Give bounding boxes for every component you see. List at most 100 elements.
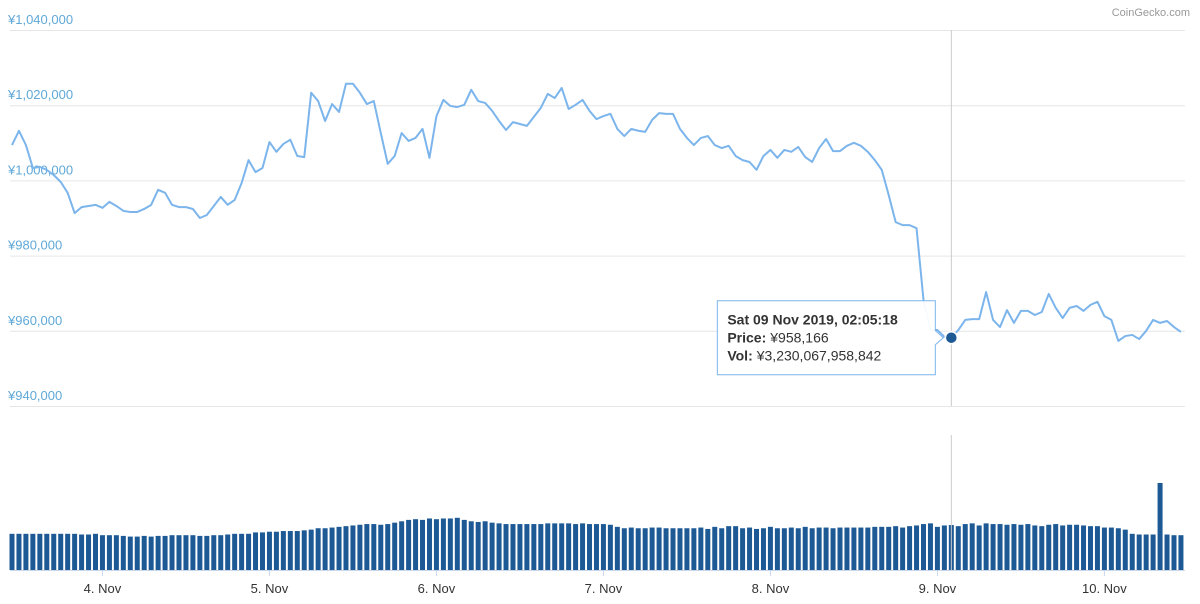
volume-bar <box>232 533 238 570</box>
volume-bar <box>1136 534 1142 570</box>
volume-bar <box>461 519 467 570</box>
volume-bar <box>120 535 126 570</box>
volume-bar <box>642 528 648 570</box>
volume-bar <box>1004 524 1010 570</box>
volume-bar <box>635 528 641 570</box>
volume-bar <box>886 526 892 570</box>
volume-bar <box>155 535 161 570</box>
volume-bar <box>900 527 906 570</box>
volume-bar <box>65 533 71 570</box>
volume-bar <box>733 526 739 570</box>
y-tick-label: ¥1,000,000 <box>7 162 73 177</box>
volume-bar <box>754 528 760 570</box>
volume-bar <box>587 524 593 570</box>
volume-bar <box>287 531 293 570</box>
volume-bar <box>969 523 975 570</box>
volume-bar <box>844 527 850 570</box>
x-tick-label: 9. Nov <box>919 581 957 596</box>
volume-bar <box>851 527 857 570</box>
volume-bar <box>600 524 606 570</box>
volume-bar <box>920 524 926 570</box>
volume-bar <box>162 535 168 570</box>
volume-bar <box>781 528 787 570</box>
volume-bar <box>997 524 1003 570</box>
volume-bar <box>1046 524 1052 570</box>
volume-bar <box>809 528 815 570</box>
volume-bar <box>225 534 231 570</box>
volume-bar <box>273 531 279 570</box>
x-tick-label: 5. Nov <box>251 581 289 596</box>
volume-bar <box>893 526 899 570</box>
volume-bar <box>357 524 363 570</box>
hover-point <box>944 330 959 345</box>
volume-bar <box>524 524 530 570</box>
volume-bar <box>760 528 766 570</box>
volume-bar <box>740 528 746 570</box>
x-tick-label: 7. Nov <box>585 581 623 596</box>
volume-bar <box>148 536 154 570</box>
volume-bar <box>1129 533 1135 570</box>
volume-bar <box>976 525 982 570</box>
volume-bar <box>141 535 147 570</box>
volume-bar <box>1178 535 1184 570</box>
volume-bar <box>253 532 259 570</box>
volume-bar <box>914 525 920 570</box>
volume-bar <box>183 535 189 570</box>
volume-bar <box>573 524 579 570</box>
volume-bar <box>197 535 203 570</box>
volume-bar <box>72 533 78 570</box>
volume-bar <box>280 531 286 570</box>
volume-bar <box>1171 535 1177 570</box>
volume-bar <box>983 523 989 570</box>
price-line <box>11 82 1182 342</box>
volume-bar <box>399 521 405 570</box>
volume-bar <box>593 524 599 570</box>
tooltip-value: ¥958,166 <box>769 330 829 346</box>
volume-bar <box>336 526 342 570</box>
volume-bar <box>1053 524 1059 570</box>
tooltip-label: Price: <box>727 330 766 346</box>
volume-bar <box>816 527 822 570</box>
volume-bar <box>259 532 265 570</box>
volume-bar <box>176 535 182 570</box>
volume-bar <box>872 526 878 570</box>
x-tick-label: 6. Nov <box>418 581 456 596</box>
watermark: CoinGecko.com <box>1112 7 1190 19</box>
volume-bar <box>907 526 913 570</box>
volume-bar <box>190 535 196 570</box>
volume-bar <box>44 533 50 570</box>
volume-bar <box>1060 525 1066 570</box>
volume-bar <box>663 528 669 570</box>
y-tick-label: ¥1,040,000 <box>7 12 73 27</box>
tooltip-label: Vol: <box>727 348 752 364</box>
volume-bar <box>1087 526 1093 570</box>
volume-bar <box>468 521 474 570</box>
tooltip-line: Price: ¥958,166 <box>727 330 829 346</box>
volume-bar <box>308 529 314 570</box>
volume-bar <box>79 534 85 570</box>
volume-bar <box>545 523 551 570</box>
volume-bar <box>134 536 140 570</box>
volume-bar <box>496 523 502 570</box>
x-tick-label: 10. Nov <box>1082 581 1127 596</box>
volume-bar <box>385 524 391 570</box>
volume-bar <box>37 533 43 570</box>
x-tick-label: 8. Nov <box>752 581 790 596</box>
y-tick-label: ¥980,000 <box>7 238 62 253</box>
volume-bar <box>934 526 940 570</box>
volume-bar <box>113 535 119 570</box>
volume-bar <box>1108 527 1114 570</box>
volume-bar <box>392 522 398 570</box>
tooltip-box <box>716 300 945 376</box>
volume-bar <box>1074 524 1080 570</box>
y-tick-label: ¥940,000 <box>7 388 62 403</box>
volume-bar <box>941 525 947 570</box>
volume-bar <box>440 518 446 570</box>
volume-bar <box>23 533 29 570</box>
volume-bar <box>99 535 105 570</box>
volume-bar <box>1143 534 1149 570</box>
volume-bar <box>58 533 64 570</box>
volume-bar <box>879 526 885 570</box>
